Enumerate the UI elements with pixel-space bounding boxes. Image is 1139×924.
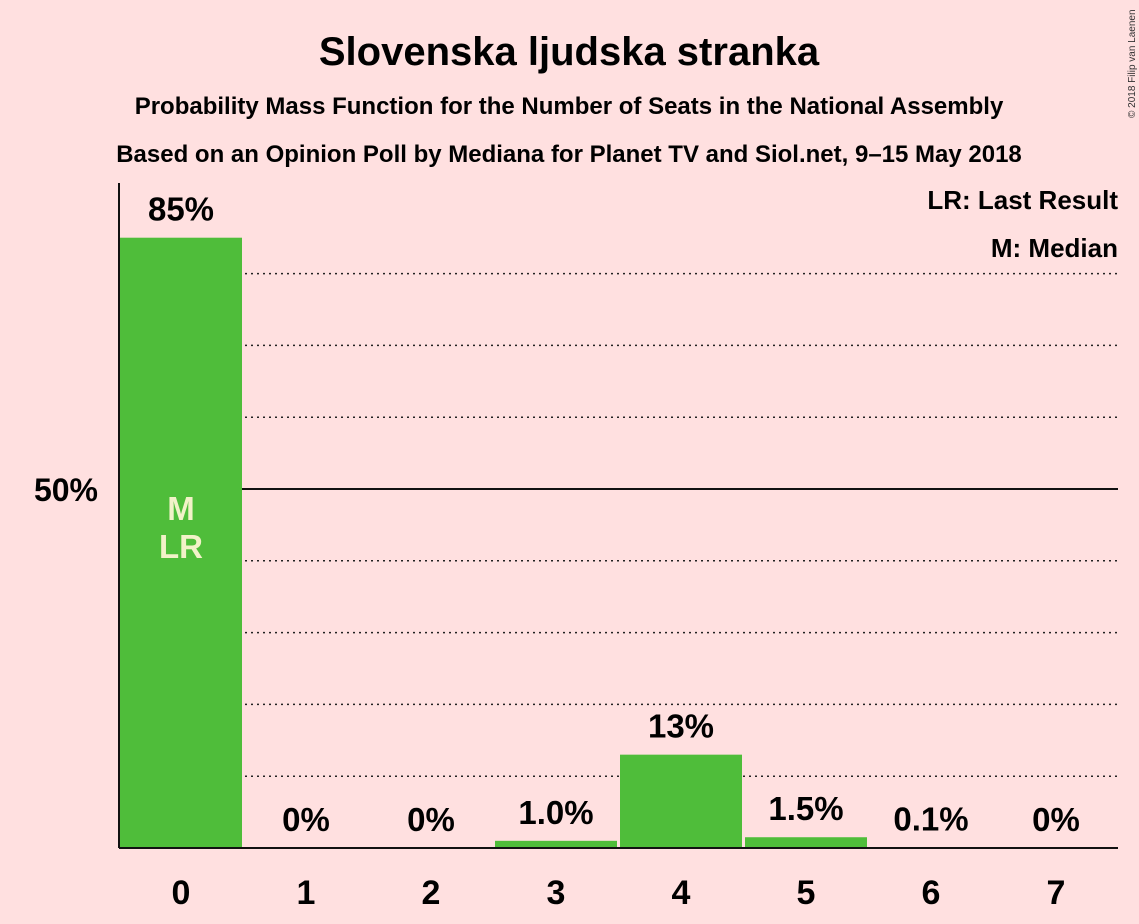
chart-source: Based on an Opinion Poll by Mediana for … — [116, 141, 1022, 168]
last-result-marker: LR — [159, 528, 203, 565]
legend-median: M: Median — [991, 233, 1118, 263]
x-tick-label-4: 4 — [672, 874, 691, 912]
bar-seat-0 — [120, 237, 242, 848]
bar-seat-5 — [745, 837, 867, 848]
bar-seat-3 — [495, 840, 617, 848]
bar-value-label-6: 0.1% — [893, 800, 968, 837]
bar-seat-4 — [620, 754, 742, 848]
bar-value-label-2: 0% — [407, 801, 455, 838]
x-tick-label-1: 1 — [297, 874, 316, 912]
bar-value-label-1: 0% — [282, 801, 330, 838]
bar-value-label-0: 85% — [148, 191, 214, 228]
chart-title: Slovenska ljudska stranka — [319, 30, 820, 74]
bar-value-label-7: 0% — [1032, 801, 1080, 838]
x-tick-label-3: 3 — [547, 874, 566, 912]
x-tick-label-5: 5 — [797, 874, 816, 912]
x-tick-label-7: 7 — [1047, 874, 1066, 912]
y-tick-label-50: 50% — [34, 472, 98, 508]
x-tick-label-2: 2 — [422, 874, 441, 912]
legend-last-result: LR: Last Result — [927, 185, 1118, 215]
copyright-notice: © 2018 Filip van Laenen — [1127, 9, 1138, 118]
x-tick-label-0: 0 — [172, 874, 191, 912]
plot-area: 85% 0 0% 1 0% 2 1.0% 3 13% 4 1.5% 5 0.1% 6 0% 7 MLR 50% — [34, 183, 1118, 912]
x-tick-label-6: 6 — [922, 874, 941, 912]
bar-value-label-3: 1.0% — [518, 794, 593, 831]
chart-subtitle: Probability Mass Function for the Number… — [135, 93, 1004, 120]
bar-value-label-5: 1.5% — [768, 790, 843, 827]
median-marker: M — [167, 490, 195, 527]
bar-value-label-4: 13% — [648, 708, 714, 745]
